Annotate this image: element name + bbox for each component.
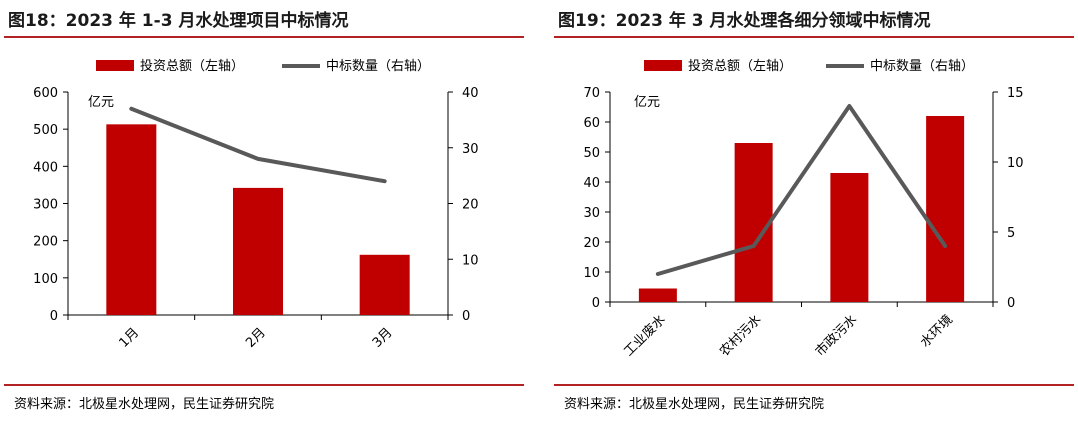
figure-title: 图19：2023 年 3 月水处理各细分领域中标情况 <box>558 11 931 31</box>
left-tick-label: 20 <box>583 236 600 251</box>
count-point-工业废水 <box>656 272 660 276</box>
right-tick-label: 10 <box>462 253 479 268</box>
left-tick-label: 10 <box>583 266 600 281</box>
right-tick-label: 0 <box>462 309 470 324</box>
left-tick-label: 50 <box>583 146 600 161</box>
figure-title: 图18：2023 年 1-3 月水处理项目中标情况 <box>8 11 349 31</box>
category-label: 2月 <box>243 325 269 351</box>
unit-label: 亿元 <box>88 95 114 110</box>
left-tick-label: 300 <box>33 198 58 213</box>
category-label: 市政污水 <box>812 312 860 360</box>
bar-3月 <box>359 254 410 315</box>
unit-label: 亿元 <box>634 95 660 110</box>
source-note: 资料来源：北极星水处理网，民生证券研究院 <box>564 397 825 412</box>
right-tick-label: 30 <box>462 142 479 157</box>
category-label: 工业废水 <box>621 312 669 360</box>
right-tick-label: 0 <box>1007 296 1015 311</box>
bar-农村污水 <box>734 143 773 302</box>
legend-bar-label: 投资总额（左轴） <box>140 58 244 74</box>
legend-line-label: 中标数量（右轴） <box>326 59 430 74</box>
count-point-农村污水 <box>752 244 756 248</box>
left-tick-label: 60 <box>583 116 600 131</box>
title-divider <box>554 36 1074 38</box>
left-tick-label: 0 <box>592 296 600 311</box>
left-tick-label: 100 <box>33 272 58 287</box>
right-tick-label: 5 <box>1007 226 1015 241</box>
bar-水环境 <box>926 116 965 302</box>
left-tick-label: 400 <box>33 160 58 175</box>
legend-bar-swatch <box>96 60 134 71</box>
category-label: 水环境 <box>918 312 956 350</box>
count-point-2月 <box>256 157 260 161</box>
right-tick-label: 10 <box>1007 156 1024 171</box>
count-line <box>655 104 948 276</box>
category-label: 农村污水 <box>717 312 764 359</box>
right-tick-label: 20 <box>462 198 479 213</box>
left-tick-label: 0 <box>50 309 58 324</box>
legend-bar-swatch <box>644 60 682 71</box>
right-tick-label: 40 <box>462 86 479 101</box>
count-point-水环境 <box>943 244 947 248</box>
bar-市政污水 <box>830 173 869 302</box>
left-tick-label: 40 <box>583 176 600 191</box>
title-divider <box>4 36 524 38</box>
bar-1月 <box>106 124 157 316</box>
figure-18-panel: 图18：2023 年 1-3 月水处理项目中标情况 投资总额（左轴） 中标数量（右… <box>0 0 528 421</box>
figure-19-panel: 图19：2023 年 3 月水处理各细分领域中标情况 投资总额（左轴） 中标数量（… <box>550 0 1078 421</box>
count-point-1月 <box>129 107 133 111</box>
left-tick-label: 70 <box>583 86 600 101</box>
combo-chart-18: 投资总额（左轴） 中标数量（右轴） 0 100 200 300 400 500 600 0 10 20… <box>33 58 479 351</box>
category-label: 3月 <box>370 325 396 351</box>
source-divider <box>554 384 1074 386</box>
count-point-3月 <box>383 179 387 183</box>
source-note: 资料来源：北极星水处理网，民生证券研究院 <box>14 397 275 412</box>
left-tick-label: 30 <box>583 206 600 221</box>
legend-line-label: 中标数量（右轴） <box>870 59 974 74</box>
right-tick-label: 15 <box>1007 86 1024 101</box>
left-tick-label: 600 <box>33 86 58 101</box>
left-tick-label: 200 <box>33 235 58 250</box>
count-point-市政污水 <box>847 104 851 108</box>
combo-chart-19: 投资总额（左轴） 中标数量（右轴） 0 10 20 30 40 50 60 70 0 5 10 15 亿元工… <box>583 58 1024 360</box>
source-divider <box>4 384 524 386</box>
category-label: 1月 <box>117 325 143 351</box>
left-tick-label: 500 <box>33 123 58 138</box>
legend-bar-label: 投资总额（左轴） <box>688 58 792 74</box>
bar-2月 <box>233 187 283 315</box>
bar-工业废水 <box>638 288 677 302</box>
count-line <box>129 106 387 184</box>
